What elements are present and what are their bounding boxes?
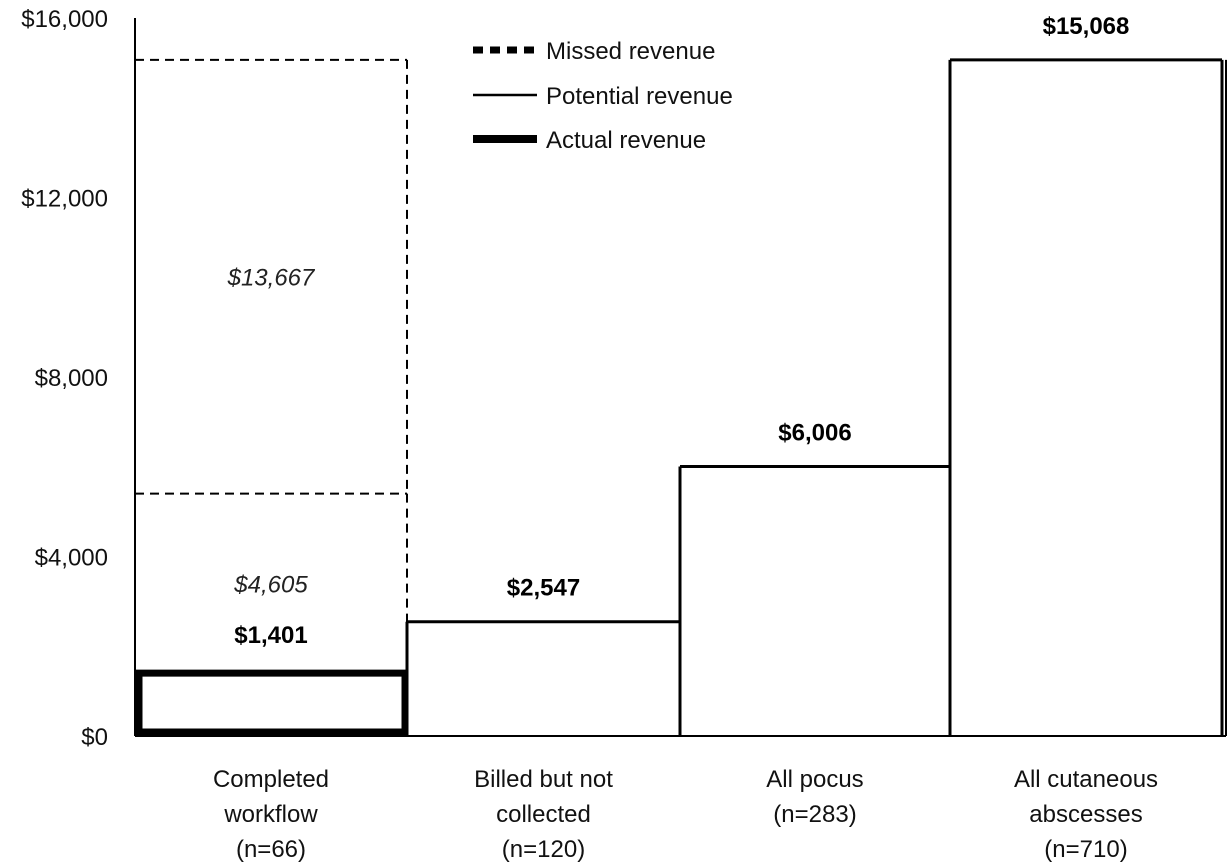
y-tick-label: $8,000	[35, 365, 108, 392]
x-category-label: Completed	[213, 766, 329, 793]
data-labels: $4,605 $13,667 $2,547 $6,006 $15,068 $1,401	[227, 13, 1130, 649]
x-category-label: All pocus	[766, 766, 863, 793]
missed-revenue-label: $13,667	[227, 265, 316, 292]
x-category-label: (n=120)	[502, 836, 585, 863]
axes: $0 $4,000 $8,000 $12,000 $16,000 Completed wor…	[21, 6, 1226, 863]
x-category-label: Billed but not	[474, 766, 613, 793]
x-category-label: workflow	[223, 801, 318, 828]
missed-revenue-label: $4,605	[233, 571, 308, 598]
actual-revenue-bar	[135, 669, 409, 736]
legend-label: Actual revenue	[546, 127, 706, 154]
legend-label: Potential revenue	[546, 83, 733, 110]
chart-marks	[134, 58, 1227, 736]
y-tick-label: $16,000	[21, 6, 108, 33]
x-category-label: All cutaneous	[1014, 766, 1158, 793]
x-category-label: (n=283)	[773, 801, 856, 828]
x-category-label: abscesses	[1029, 801, 1142, 828]
y-tick-label: $4,000	[35, 545, 108, 572]
x-category-label: (n=710)	[1044, 836, 1127, 863]
actual-revenue-label: $1,401	[234, 622, 307, 649]
y-tick-label: $0	[81, 724, 108, 751]
x-category-label: (n=66)	[236, 836, 306, 863]
potential-revenue-label: $6,006	[778, 419, 851, 446]
potential-revenue-label: $15,068	[1043, 13, 1130, 40]
y-tick-label: $12,000	[21, 186, 108, 213]
legend-label: Missed revenue	[546, 38, 715, 65]
legend: Missed revenue Potential revenue Actual re…	[473, 38, 733, 154]
potential-revenue-label: $2,547	[507, 575, 580, 602]
x-category-label: collected	[496, 801, 591, 828]
